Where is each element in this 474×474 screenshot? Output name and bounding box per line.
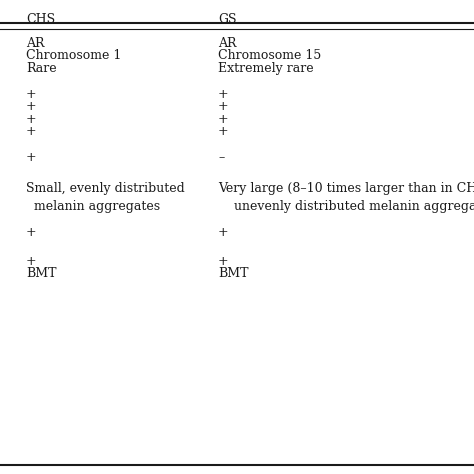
Text: Very large (8–10 times larger than in CH
    unevenly distributed melanin aggreg: Very large (8–10 times larger than in CH… (218, 182, 474, 213)
Text: CHS: CHS (26, 13, 55, 26)
Text: Chromosome 15: Chromosome 15 (218, 49, 321, 62)
Text: BMT: BMT (218, 267, 248, 280)
Text: +: + (26, 255, 36, 268)
Text: +: + (218, 125, 228, 138)
Text: Chromosome 1: Chromosome 1 (26, 49, 121, 62)
Text: –: – (218, 151, 224, 164)
Text: Rare: Rare (26, 62, 57, 74)
Text: AR: AR (218, 37, 237, 50)
Text: AR: AR (26, 37, 45, 50)
Text: +: + (26, 226, 36, 238)
Text: +: + (26, 113, 36, 126)
Text: BMT: BMT (26, 267, 56, 280)
Text: +: + (218, 226, 228, 238)
Text: Extremely rare: Extremely rare (218, 62, 314, 74)
Text: +: + (26, 100, 36, 113)
Text: +: + (218, 113, 228, 126)
Text: +: + (26, 151, 36, 164)
Text: +: + (218, 100, 228, 113)
Text: Small, evenly distributed
  melanin aggregates: Small, evenly distributed melanin aggreg… (26, 182, 185, 213)
Text: +: + (26, 88, 36, 101)
Text: +: + (218, 88, 228, 101)
Text: +: + (218, 255, 228, 268)
Text: GS: GS (218, 13, 237, 26)
Text: +: + (26, 125, 36, 138)
